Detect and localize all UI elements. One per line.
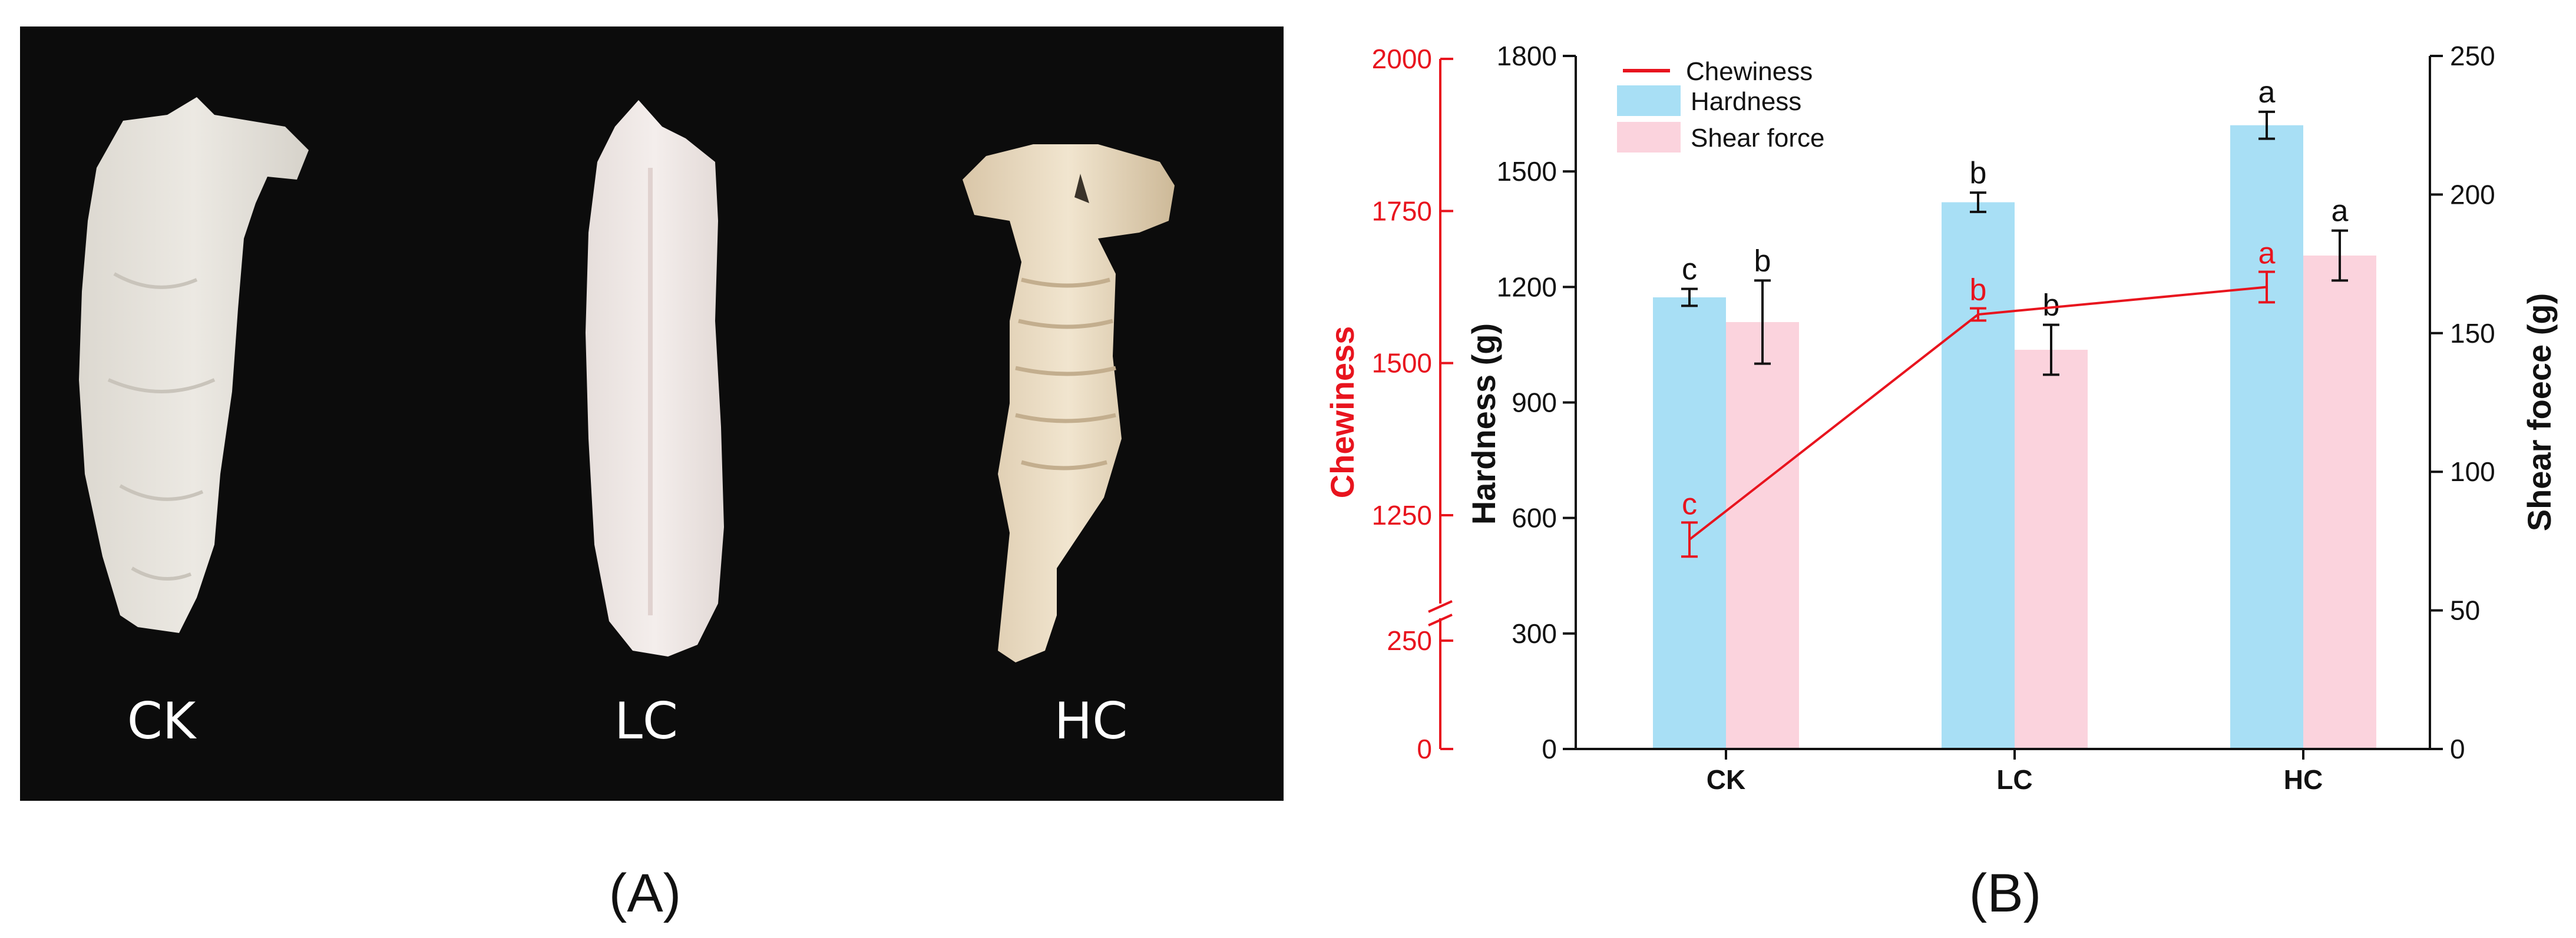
hardness-tick-label: 900 [1512, 387, 1557, 418]
shear-force-bar [2015, 350, 2088, 749]
shear-force-significance-letter: a [2332, 194, 2349, 228]
panel-a-caption: (A) [609, 863, 682, 923]
legend-label-hardness: Hardness [1691, 87, 1801, 116]
specimen-label-ck: CK [127, 692, 196, 751]
hardness-significance-letter: b [1970, 156, 1987, 190]
axis-break-mark [1428, 614, 1453, 627]
shear-force-significance-letter: b [2043, 289, 2060, 323]
shear-force-tick-label: 50 [2450, 595, 2480, 626]
shear-force-tick-label: 100 [2450, 456, 2495, 487]
hardness-bar [1942, 202, 2015, 749]
axis-break-mark [1428, 600, 1453, 613]
shear-force-bar [1726, 321, 1799, 749]
specimen-label-lc: LC [614, 692, 678, 751]
shear-force-bar [2303, 255, 2376, 749]
hardness-tick-label: 600 [1512, 503, 1557, 533]
legend-label-chewiness: Chewiness [1686, 57, 1813, 86]
shear-force-tick-label: 150 [2450, 318, 2495, 349]
hardness-significance-letter: a [2258, 75, 2276, 110]
hardness-tick-label: 300 [1512, 618, 1557, 649]
chewiness-tick-label: 1750 [1372, 195, 1432, 226]
specimen-ck-image [79, 97, 309, 633]
legend-swatch-shear-force [1617, 122, 1681, 153]
hardness-significance-letter: c [1682, 253, 1697, 287]
hardness-tick-label: 1500 [1497, 156, 1557, 187]
category-label: CK [1707, 764, 1745, 795]
shear-force-tick-label: 200 [2450, 179, 2495, 210]
chewiness-tick-label: 250 [1387, 625, 1432, 656]
category-label: LC [1996, 764, 2032, 795]
chewiness-tick-label: 0 [1417, 734, 1432, 764]
category-label: HC [2284, 764, 2323, 795]
specimen-photo [79, 97, 1175, 662]
panel-b-caption: (B) [1969, 863, 2042, 923]
specimen-lc-image [586, 100, 724, 657]
specimen-label-hc: HC [1054, 692, 1128, 751]
shear-force-axis-title: Shear foece (g) [2521, 293, 2558, 532]
chewiness-tick-label: 1250 [1372, 500, 1432, 531]
chewiness-axis-title: Chewiness [1324, 326, 1361, 499]
chewiness-significance-letter: a [2258, 237, 2276, 271]
chewiness-significance-letter: c [1682, 487, 1697, 521]
chewiness-tick-label: 1500 [1372, 348, 1432, 379]
hardness-axis-title: Hardness (g) [1465, 323, 1502, 525]
specimen-photo-panel: CK LC HC [20, 26, 1284, 801]
shear-force-tick-label: 0 [2450, 734, 2465, 764]
hardness-tick-label: 1800 [1497, 41, 1557, 71]
chewiness-significance-letter: b [1970, 273, 1987, 307]
chewiness-tick-label: 2000 [1372, 44, 1432, 74]
hardness-bar [2230, 125, 2303, 750]
shear-force-significance-letter: b [1754, 244, 1771, 278]
hardness-tick-label: 1200 [1497, 271, 1557, 302]
shear-force-tick-label: 250 [2450, 41, 2495, 71]
specimen-hc-image [963, 144, 1175, 662]
legend-label-shear-force: Shear force [1691, 124, 1824, 153]
legend-swatch-hardness [1617, 85, 1681, 116]
hardness-tick-label: 0 [1542, 734, 1557, 764]
